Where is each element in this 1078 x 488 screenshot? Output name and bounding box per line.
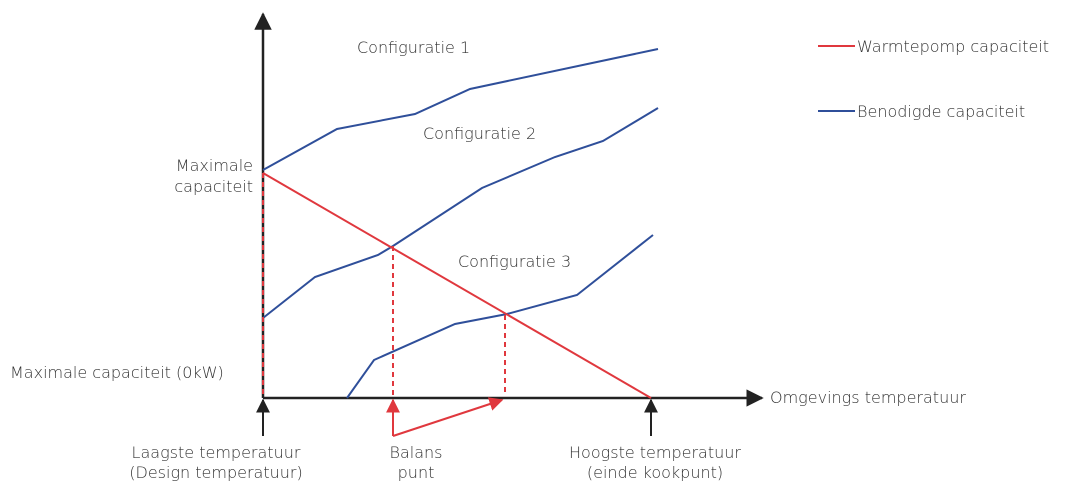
marker-label: (einde kookpunt) (587, 463, 723, 482)
x-label: Omgevings temperatuur (770, 388, 966, 407)
curve-label: Configuratie 2 (423, 124, 536, 143)
y-label: Maximale (176, 156, 253, 175)
marker-label: Laagste temperatuur (132, 443, 301, 462)
legend-label: Benodigde capaciteit (857, 102, 1025, 121)
marker-label: punt (398, 463, 435, 482)
curve-label: Configuratie 1 (357, 38, 470, 57)
marker-label: Balans (389, 443, 442, 462)
curves (262, 48, 659, 399)
curve (346, 234, 654, 399)
heatpump (262, 172, 652, 437)
curve-label: Configuratie 3 (458, 252, 571, 271)
marker-label: (Design temperatuur) (129, 463, 302, 482)
curve (262, 48, 659, 171)
y-label: capaciteit (174, 177, 253, 196)
marker-label: Hoogste temperatuur (569, 443, 741, 462)
legend-label: Warmtepomp capaciteit (857, 37, 1049, 56)
balance-arrow (392, 397, 504, 437)
curve (262, 107, 659, 319)
y-zero-label: Maximale capaciteit (0kW) (10, 363, 224, 382)
axes (254, 12, 764, 436)
heatpump-line (262, 172, 652, 399)
